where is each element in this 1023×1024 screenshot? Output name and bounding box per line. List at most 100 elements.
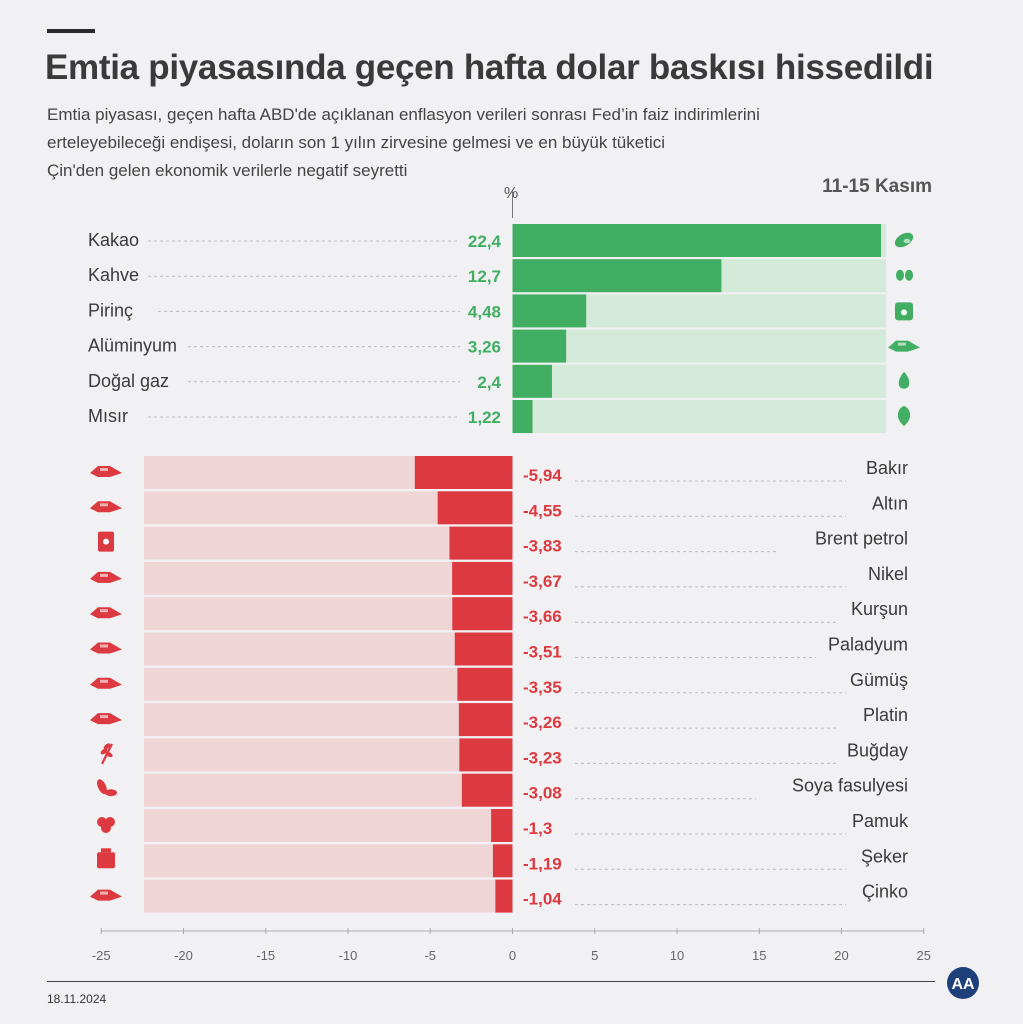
bar-positive [512, 224, 881, 257]
category-label: Kahve [88, 265, 139, 285]
bar-track-negative [144, 667, 513, 701]
bar-negative [492, 844, 513, 878]
x-tick-label: 10 [670, 948, 684, 963]
bar-negative [452, 561, 513, 595]
bar-track-negative [144, 597, 513, 631]
x-tick-label: 25 [917, 948, 931, 963]
bar-negative [449, 526, 513, 560]
bar-track-negative [144, 773, 513, 807]
soybean-icon [97, 779, 117, 797]
subtitle: Emtia piyasası, geçen hafta ABD'de açıkl… [47, 101, 907, 185]
bar-negative [491, 809, 513, 842]
metal-ingot-icon [90, 889, 122, 901]
x-tick-label: -10 [339, 948, 358, 963]
x-tick-label: 5 [591, 948, 598, 963]
bar-negative [495, 879, 513, 913]
subtitle-line: Çin'den gelen ekonomik verilerle negatif… [47, 161, 408, 180]
bar-negative [461, 773, 513, 807]
bar-track-negative [144, 738, 513, 772]
category-label: Pirinç [88, 300, 133, 320]
cocoa-icon [894, 232, 914, 248]
value-label: 2,4 [477, 373, 501, 392]
value-label: -1,04 [523, 890, 562, 909]
value-label: -1,19 [523, 854, 562, 873]
metal-ingot-icon [90, 642, 122, 654]
value-label: -3,08 [523, 784, 562, 803]
value-label: -3,26 [523, 713, 562, 732]
bar-positive [512, 364, 552, 398]
metal-ingot-icon [90, 466, 122, 477]
bar-negative [452, 597, 513, 631]
value-label: -4,55 [523, 501, 562, 520]
bar-positive [512, 294, 587, 328]
category-label: Alüminyum [88, 336, 177, 356]
x-tick-label: -15 [256, 948, 275, 963]
value-label: 22,4 [468, 232, 502, 251]
value-label: -3,51 [523, 643, 562, 662]
value-label: -3,83 [523, 537, 562, 556]
bar-negative [414, 456, 513, 489]
category-label: Altın [872, 493, 908, 513]
corn-leaf-icon [897, 406, 911, 426]
category-label: Çinko [862, 882, 908, 902]
value-label: -3,35 [523, 678, 562, 697]
value-label: -5,94 [523, 466, 562, 485]
unit-label: % [504, 185, 519, 202]
bar-track-positive [512, 329, 886, 363]
x-tick-label: -25 [92, 948, 111, 963]
gas-flame-icon [898, 371, 910, 389]
logo-text: AA [951, 976, 975, 993]
x-tick-label: 15 [752, 948, 766, 963]
category-label: Mısır [88, 406, 128, 426]
category-label: Kakao [88, 230, 139, 250]
category-label: Platin [863, 705, 908, 725]
page-title: Emtia piyasasında geçen hafta dolar bask… [45, 48, 934, 87]
x-tick-label: -20 [174, 948, 193, 963]
cotton-icon [97, 817, 115, 833]
bar-negative [437, 491, 513, 525]
bar-track-positive [512, 400, 886, 433]
oil-barrel-icon [98, 531, 114, 552]
value-label: 4,48 [468, 302, 501, 321]
x-tick-label: 20 [834, 948, 848, 963]
value-label: -3,66 [523, 607, 562, 626]
category-label: Şeker [861, 846, 908, 866]
bar-positive [512, 400, 533, 433]
wheat-icon [100, 743, 113, 765]
bar-track-negative [144, 879, 513, 913]
subtitle-line: erteleyebileceği endişesi, doların son 1… [47, 133, 665, 152]
value-label: 12,7 [468, 267, 501, 286]
bar-track-negative [144, 844, 513, 878]
value-label: -3,23 [523, 748, 562, 767]
category-label: Soya fasulyesi [792, 776, 908, 796]
sugar-sack-icon [97, 848, 115, 869]
aa-logo: AA [947, 967, 979, 999]
x-tick-label: -5 [424, 948, 436, 963]
value-label: 3,26 [468, 338, 501, 357]
value-label: -3,67 [523, 572, 562, 591]
x-tick-label: 0 [509, 948, 516, 963]
category-label: Kurşun [851, 599, 908, 619]
subtitle-line: Emtia piyasası, geçen hafta ABD'de açıkl… [47, 105, 760, 124]
category-label: Gümüş [850, 670, 908, 690]
bar-negative [457, 667, 513, 701]
category-label: Brent petrol [815, 529, 908, 549]
bar-track-negative [144, 809, 513, 842]
bar-negative [459, 738, 513, 772]
bar-negative [458, 703, 513, 737]
bar-positive [512, 329, 567, 363]
footer-divider [47, 981, 935, 982]
bar-negative [454, 632, 513, 666]
metal-ingot-icon [90, 501, 122, 513]
category-label: Nikel [868, 564, 908, 584]
bar-track-negative [144, 632, 513, 666]
footer-date: 18.11.2024 [47, 992, 107, 1006]
coffee-bean-icon [896, 269, 913, 281]
category-label: Doğal gaz [88, 371, 169, 391]
metal-ingot-icon [90, 607, 122, 619]
metal-ingot-icon [888, 340, 920, 352]
bar-track-negative [144, 561, 513, 595]
top-accent-bar [47, 29, 95, 33]
category-label: Paladyum [828, 635, 908, 655]
